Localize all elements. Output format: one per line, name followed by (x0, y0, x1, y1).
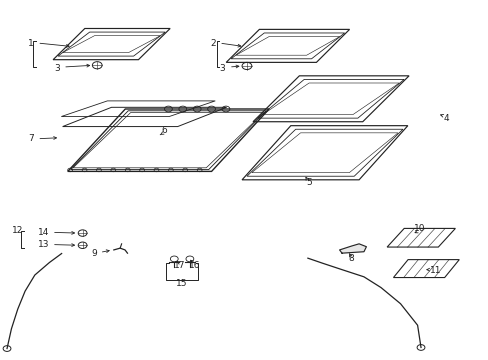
Text: 16: 16 (189, 261, 200, 270)
Text: 12: 12 (12, 226, 23, 235)
Text: 8: 8 (347, 255, 353, 264)
Text: 11: 11 (429, 266, 441, 275)
Polygon shape (339, 244, 366, 253)
Text: 3: 3 (54, 64, 60, 73)
Text: 7: 7 (28, 134, 34, 143)
Text: 6: 6 (161, 126, 166, 135)
Text: 1: 1 (28, 39, 34, 48)
Text: 10: 10 (413, 224, 425, 233)
Text: 15: 15 (176, 279, 187, 288)
Text: 14: 14 (38, 228, 49, 237)
Text: 17: 17 (174, 261, 185, 270)
Text: 5: 5 (305, 178, 311, 187)
Text: 13: 13 (38, 240, 49, 249)
Text: 3: 3 (219, 64, 225, 73)
Text: 4: 4 (443, 114, 449, 123)
Text: 2: 2 (209, 39, 215, 48)
Text: 9: 9 (91, 249, 97, 258)
